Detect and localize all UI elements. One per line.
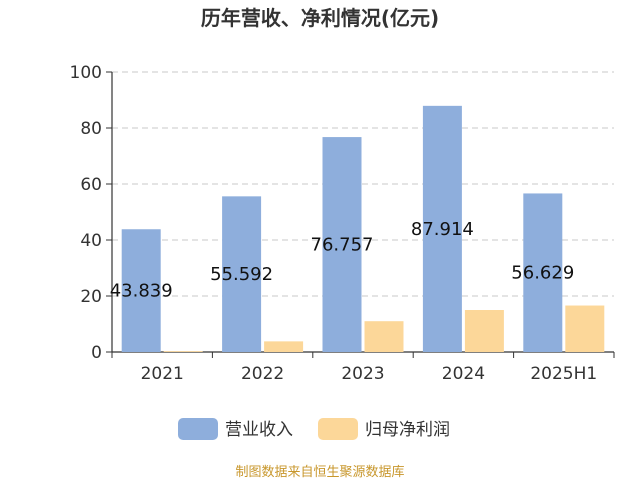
revenue-bar — [523, 193, 563, 352]
revenue-bar — [322, 137, 362, 352]
x-tick-label: 2022 — [241, 364, 284, 384]
x-tick-label: 2021 — [141, 364, 184, 384]
revenue-data-label: 55.592 — [210, 264, 273, 285]
x-tick-label: 2024 — [442, 364, 485, 384]
source-note: 制图数据来自恒生聚源数据库 — [235, 464, 404, 480]
y-tick-label: 40 — [80, 231, 102, 251]
y-tick-label: 60 — [80, 175, 102, 195]
net-profit-bar — [264, 341, 304, 352]
grid-lines — [112, 71, 614, 297]
revenue-data-label: 76.757 — [311, 235, 374, 256]
y-tick-label: 100 — [70, 63, 102, 83]
x-tick-label: 2025H1 — [530, 364, 597, 384]
x-tick-label: 2023 — [341, 364, 384, 384]
legend[interactable]: 营业收入 归母净利润 — [178, 418, 450, 440]
revenue-data-label: 43.839 — [110, 281, 173, 302]
legend-swatch-net-profit[interactable] — [318, 418, 358, 440]
net-profit-bar — [364, 321, 404, 352]
net-profit-bar — [464, 310, 504, 352]
legend-swatch-revenue[interactable] — [178, 418, 218, 440]
chart-title: 历年营收、净利情况(亿元) — [201, 6, 439, 30]
net-profit-bar — [565, 305, 605, 352]
revenue-bar — [121, 229, 161, 352]
revenue-bar — [222, 196, 262, 352]
data-labels: 43.839 55.592 76.757 87.914 56.629 — [110, 219, 575, 302]
axes: 0 20 40 60 80 100 2021 2022 2023 2024 2025H1 — [70, 63, 615, 384]
bars — [121, 105, 605, 353]
legend-label-revenue[interactable]: 营业收入 — [225, 420, 293, 440]
y-tick-label: 80 — [80, 119, 102, 139]
y-tick-label: 0 — [91, 343, 102, 363]
revenue-data-label: 56.629 — [511, 263, 574, 284]
revenue-bar — [422, 105, 462, 353]
legend-label-net-profit[interactable]: 归母净利润 — [365, 420, 450, 440]
revenue-data-label: 87.914 — [411, 219, 474, 240]
y-tick-label: 20 — [80, 287, 102, 307]
net-profit-bar — [163, 351, 203, 352]
